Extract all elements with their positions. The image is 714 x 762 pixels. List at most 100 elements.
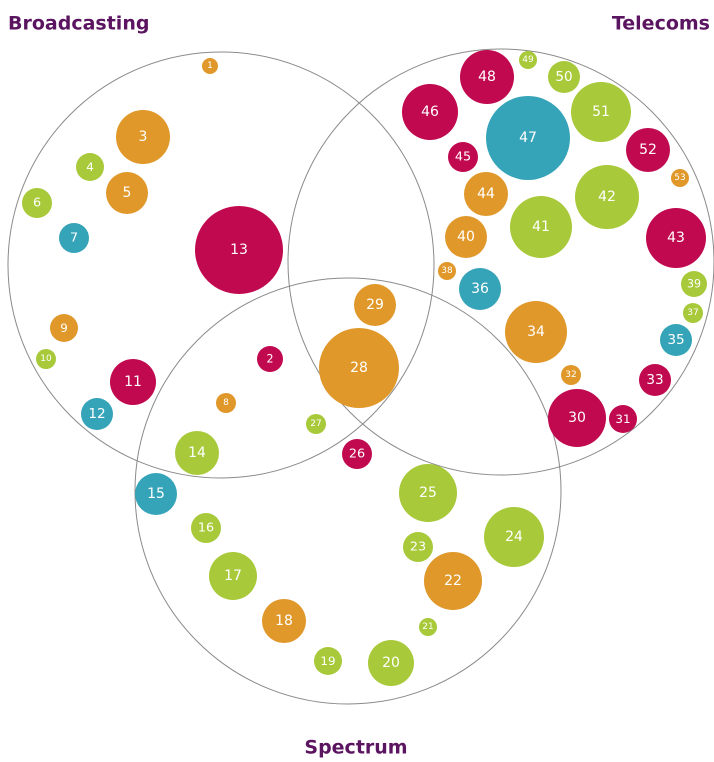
bubble [257,346,283,372]
bubble-label: 2 [266,353,273,366]
bubble [419,618,437,636]
bubble [448,142,478,172]
bubble [519,51,537,69]
bubble [306,414,326,434]
bubble-label: 3 [139,129,148,145]
bubble-label: 43 [667,230,685,246]
bubble-label: 27 [310,419,321,429]
bubble-label: 50 [555,69,572,85]
bubble-label: 33 [646,372,663,388]
bubble-label: 49 [522,55,534,65]
broadcasting-ring [7,51,435,479]
bubble [681,271,707,297]
bubble-label: 17 [224,568,242,584]
bubble-label: 45 [455,150,471,165]
bubble-label: 41 [532,219,550,235]
bubble [424,552,482,610]
telecoms-ring [287,48,714,476]
bubble [486,96,570,180]
bubble-label: 52 [639,142,657,158]
set-title: Telecoms [612,13,710,35]
bubble-label: 5 [123,185,132,201]
bubble-label: 7 [70,231,78,246]
bubble [402,84,458,140]
bubble [548,389,606,447]
bubble [445,216,487,258]
bubble-label: 32 [565,370,576,380]
bubble-label: 47 [519,130,537,146]
bubble-label: 13 [230,242,248,258]
bubble [368,640,414,686]
bubble [216,393,236,413]
bubble-label: 25 [419,485,437,501]
bubble-label: 24 [505,529,523,545]
bubble-label: 48 [478,69,496,85]
bubble-label: 31 [615,412,630,426]
bubble [660,324,692,356]
bubble [609,405,637,433]
bubble [561,365,581,385]
bubble-label: 40 [457,229,475,245]
bubble-label: 30 [568,410,586,426]
bubble-label: 6 [33,196,41,211]
bubble [110,359,156,405]
bubble [639,364,671,396]
bubble-label: 34 [527,324,545,340]
bubble-label: 37 [687,308,698,318]
bubble [505,301,567,363]
bubble [626,128,670,172]
bubble [202,58,218,74]
bubble-label: 28 [350,360,368,376]
bubble-label: 53 [674,173,685,183]
bubble [22,188,52,218]
bubble [195,206,283,294]
bubble [548,61,580,93]
bubble-label: 36 [471,281,489,297]
bubble-label: 23 [410,540,426,555]
bubble-label: 1 [207,61,213,71]
bubble [510,196,572,258]
bubble-label: 4 [86,160,94,174]
bubble [342,439,372,469]
bubble [135,473,177,515]
bubble [575,165,639,229]
bubble [354,284,396,326]
bubble-label: 19 [320,654,335,668]
bubble [262,599,306,643]
bubble-label: 29 [366,297,384,313]
set-title: Broadcasting [8,13,149,35]
bubble [646,208,706,268]
bubble-label: 18 [275,613,293,629]
bubble-label: 46 [421,104,439,120]
bubble [209,552,257,600]
bubble-label: 20 [382,655,400,671]
bubble [571,82,631,142]
bubble [438,262,456,280]
bubble [319,328,399,408]
bubble-label: 12 [88,406,105,422]
bubble [459,268,501,310]
bubble [314,647,342,675]
bubble-label: 21 [422,622,433,632]
bubble-label: 39 [687,278,701,291]
bubble [106,172,148,214]
bubble-label: 10 [40,354,52,364]
bubble [484,507,544,567]
bubble-label: 8 [223,398,229,408]
spectrum-ring [134,277,562,705]
bubble-label: 51 [592,104,610,120]
bubble [460,50,514,104]
bubble-label: 44 [477,186,495,202]
bubble [175,431,219,475]
bubble-label: 38 [441,266,453,276]
bubble [191,513,221,543]
bubble [464,172,508,216]
bubble-label: 14 [188,445,206,461]
bubble-label: 35 [667,332,684,348]
bubble [403,532,433,562]
bubble-label: 11 [124,374,142,390]
bubble [59,223,89,253]
